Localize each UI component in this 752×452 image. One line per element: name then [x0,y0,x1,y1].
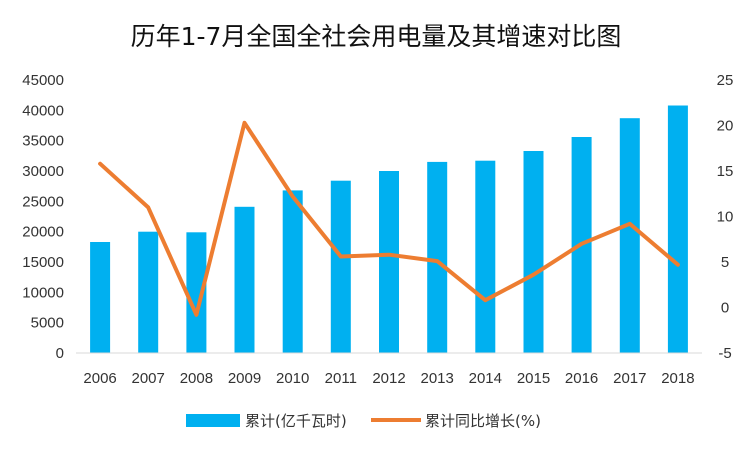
right-tick-label: 20 [717,118,734,135]
right-tick-label: 15 [717,163,734,180]
line-point-2006 [98,162,102,166]
bar-2008 [186,232,207,353]
x-tick-label: 2010 [276,370,309,387]
left-tick-label: 25000 [22,193,64,210]
line-point-2015 [532,273,535,277]
bar-2018 [667,105,688,353]
bar-2012 [379,171,399,353]
left-tick-label: 45000 [22,72,64,89]
legend: 累计(亿千瓦时) 累计同比增长(%) [186,412,541,430]
right-tick-label: 25 [717,72,734,89]
left-tick-label: 40000 [22,102,64,119]
line-series [98,120,680,317]
left-tick-label: 35000 [22,133,64,150]
x-tick-label: 2017 [613,370,646,387]
line-point-2017 [628,222,632,226]
line-point-2016 [580,242,584,246]
left-tick-label: 10000 [22,284,64,301]
x-tick-label: 2015 [517,370,550,387]
line-point-2008 [194,313,198,317]
line-point-2014 [483,298,487,302]
line-point-2010 [291,195,295,198]
right-tick-label: 10 [717,209,734,226]
left-tick-label: 20000 [22,224,64,241]
line-point-2007 [146,205,150,209]
line-point-2011 [339,255,343,258]
bar-2014 [475,160,496,353]
bar-2013 [427,161,448,353]
x-tick-label: 2009 [228,370,261,387]
bar-2015 [523,151,544,353]
line-point-2018 [676,263,680,267]
legend-bar-label: 累计(亿千瓦时) [245,412,347,430]
bar-2007 [138,231,159,353]
x-axis: 2006 2007 2008 2009 2010 2011 2012 2013 2014 2015… [76,352,702,387]
chart-title: 历年1-7月全国全社会用电量及其增速对比图 [131,22,622,51]
x-tick-label: 2006 [83,370,116,387]
bar-series [90,105,688,353]
left-tick-label: 0 [56,345,64,362]
left-tick-label: 15000 [22,254,64,271]
left-tick-label: 30000 [22,163,64,180]
x-tick-label: 2013 [421,370,454,387]
bar-2009 [234,206,255,353]
legend-bar-swatch [186,414,240,427]
line-point-2012 [387,253,391,257]
left-y-axis: 0 5000 10000 15000 20000 25000 30000 35000 40000… [22,72,64,362]
line-point-2009 [243,121,246,125]
x-tick-label: 2018 [661,370,694,387]
x-tick-label: 2008 [180,370,213,387]
x-tick-label: 2012 [372,370,405,387]
x-tick-label: 2016 [565,370,598,387]
left-tick-label: 5000 [31,315,64,332]
bar-2006 [90,242,111,353]
right-tick-label: -5 [718,345,731,362]
bar-2017 [619,118,640,353]
x-tick-label: 2007 [132,370,165,387]
right-tick-label: 5 [721,254,729,271]
line-point-2013 [435,259,439,263]
bar-2010 [282,190,303,353]
right-tick-label: 0 [721,300,729,317]
legend-line-label: 累计同比增长(%) [425,412,541,430]
bar-2011 [330,180,351,353]
x-tick-label: 2011 [325,370,357,387]
x-tick-label: 2014 [469,370,502,387]
right-y-axis: -5 0 5 10 15 20 25 [717,72,734,362]
